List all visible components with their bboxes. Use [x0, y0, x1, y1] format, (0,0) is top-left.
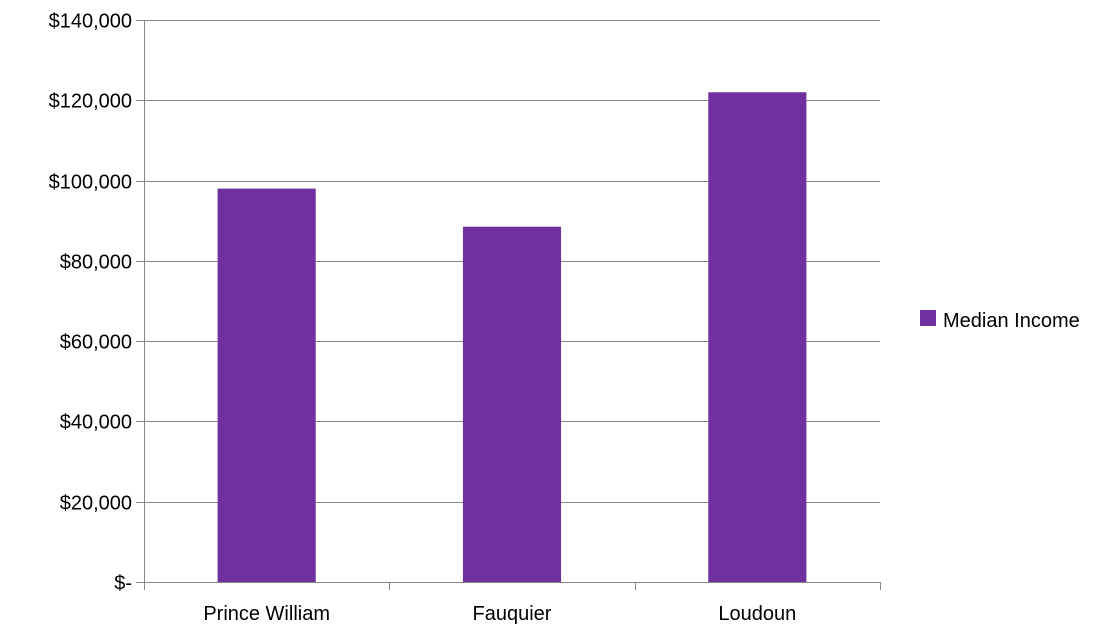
y-tick-label-20000: $20,000: [60, 493, 132, 515]
bar-fauquier: [462, 226, 562, 582]
x-axis-tick-labels: Prince William Fauquier Loudoun: [203, 603, 796, 625]
axes: [144, 20, 881, 590]
x-tick-label-fauquier: Fauquier: [473, 603, 552, 625]
y-tick-label-100000: $100,000: [49, 172, 132, 194]
bar-prince-william: [217, 188, 316, 582]
bar-loudoun: [708, 92, 807, 582]
legend-swatch-median-income: [920, 310, 936, 326]
x-tick-label-prince-william: Prince William: [203, 603, 330, 625]
y-tick-label-140000: $140,000: [49, 11, 132, 33]
legend: Median Income: [920, 310, 1080, 332]
y-tick-label-120000: $120,000: [49, 91, 132, 113]
y-tick-label-80000: $80,000: [60, 252, 132, 274]
legend-label-median-income: Median Income: [943, 310, 1080, 332]
y-tick-label-0: $-: [114, 573, 132, 595]
bars: [217, 92, 807, 582]
y-tick-label-60000: $60,000: [60, 332, 132, 354]
y-tick-label-40000: $40,000: [60, 412, 132, 434]
x-tick-label-loudoun: Loudoun: [718, 603, 796, 625]
y-axis-tick-labels: $- $20,000 $40,000 $60,000 $80,000 $100,000 $1…: [49, 11, 132, 595]
